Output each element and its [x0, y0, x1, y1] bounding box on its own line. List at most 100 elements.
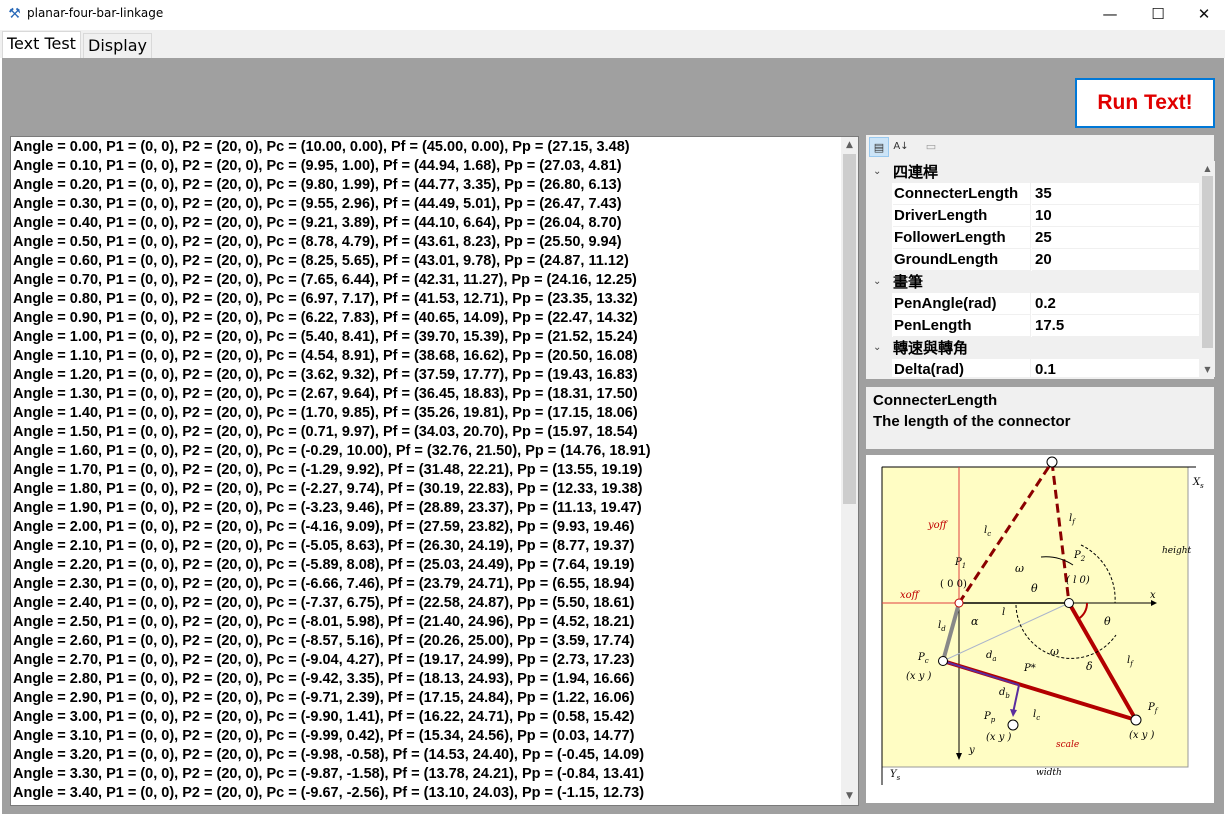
alpha-label: α	[971, 615, 979, 628]
lf-top-label: lf	[1069, 513, 1076, 526]
p2-joint	[1064, 598, 1074, 608]
p1-coords: ( 0 0)	[940, 579, 967, 590]
scroll-thumb[interactable]	[1202, 176, 1213, 348]
p2-label: P2	[1073, 550, 1086, 563]
property-value[interactable]: 35	[1032, 183, 1199, 205]
row-gutter	[867, 315, 892, 337]
property-value[interactable]: 25	[1032, 227, 1199, 249]
linkage-diagram-picture: Xs Ys yoff xoff x y height width scale	[865, 454, 1215, 804]
property-value[interactable]: 10	[1032, 205, 1199, 227]
output-line: Angle = 1.50, P1 = (0, 0), P2 = (20, 0),…	[13, 424, 638, 440]
output-line: Angle = 0.40, P1 = (0, 0), P2 = (20, 0),…	[13, 215, 622, 231]
property-name: ConnecterLength	[893, 183, 1031, 205]
theta-arc-red	[1077, 602, 1089, 620]
alphabetical-sort-icon[interactable]: A↓	[893, 141, 909, 152]
chevron-down-icon[interactable]: ⌄	[873, 342, 882, 353]
close-button[interactable]: ✕	[1197, 5, 1211, 23]
pen-da-line	[942, 660, 1020, 686]
property-row[interactable]: DriverLength 10	[867, 205, 1199, 227]
output-scrollbar[interactable]: ▲ ▼	[841, 137, 858, 805]
chevron-down-icon[interactable]: ⌄	[873, 166, 882, 177]
x-label: x	[1150, 590, 1156, 601]
property-name: FollowerLength	[893, 227, 1031, 249]
output-line: Angle = 0.50, P1 = (0, 0), P2 = (20, 0),…	[13, 234, 622, 250]
property-pages-icon[interactable]: ▭	[925, 140, 937, 153]
chevron-down-icon[interactable]: ⌄	[873, 276, 882, 287]
minimize-button[interactable]: —	[1102, 5, 1118, 23]
pf-joint	[1130, 714, 1142, 726]
category-label: 四連桿	[893, 163, 939, 181]
property-row[interactable]: FollowerLength 25	[867, 227, 1199, 249]
property-name: GroundLength	[893, 249, 1031, 271]
property-grid: ▤ A↓ ▭ ⌄ 四連桿 ConnecterLength 35 DriverLength…	[865, 134, 1215, 380]
omega-label: ω	[1015, 562, 1024, 575]
property-category[interactable]: ⌄ 四連桿	[867, 161, 1199, 183]
lc-bottom-label: lc	[1033, 709, 1040, 722]
property-rows: ⌄ 四連桿 ConnecterLength 35 DriverLength 10 Follo…	[867, 161, 1199, 377]
theta-arc	[1080, 544, 1116, 604]
delta-label: δ	[1086, 660, 1093, 673]
diagonal-line	[942, 602, 1070, 662]
property-row[interactable]: Delta(rad) 0.1	[867, 359, 1199, 377]
property-row[interactable]: PenLength 17.5	[867, 315, 1199, 337]
property-value[interactable]: 0.2	[1032, 293, 1199, 315]
property-value[interactable]: 20	[1032, 249, 1199, 271]
theta-label: θ	[1031, 582, 1038, 595]
pf-coords: (x y )	[1129, 730, 1155, 741]
output-line: Angle = 0.60, P1 = (0, 0), P2 = (20, 0),…	[13, 253, 629, 269]
row-gutter	[867, 205, 892, 227]
scroll-down-arrow-icon[interactable]: ▼	[1204, 365, 1211, 374]
p1-label: P1	[954, 557, 966, 570]
output-line: Angle = 2.50, P1 = (0, 0), P2 = (20, 0),…	[13, 614, 635, 630]
pen-db-line	[1012, 684, 1020, 714]
xs-label: Xs	[1192, 477, 1204, 490]
pstar-label: P*	[1023, 663, 1036, 674]
output-line: Angle = 1.70, P1 = (0, 0), P2 = (20, 0),…	[13, 462, 643, 478]
property-value[interactable]: 0.1	[1032, 359, 1199, 377]
pp-point	[1007, 719, 1019, 731]
property-row[interactable]: GroundLength 20	[867, 249, 1199, 271]
output-line: Angle = 2.60, P1 = (0, 0), P2 = (20, 0),…	[13, 633, 635, 649]
categorized-view-icon[interactable]: ▤	[869, 137, 889, 157]
pc-label: Pc	[917, 652, 929, 665]
run-text-button[interactable]: Run Text!	[1075, 78, 1215, 128]
db-label: db	[999, 687, 1010, 700]
window-title: planar-four-bar-linkage	[27, 6, 164, 20]
width-label: width	[1036, 768, 1062, 778]
top-joint	[1046, 456, 1058, 468]
output-line: Angle = 1.20, P1 = (0, 0), P2 = (20, 0),…	[13, 367, 638, 383]
property-row[interactable]: PenAngle(rad) 0.2	[867, 293, 1199, 315]
output-line: Angle = 2.40, P1 = (0, 0), P2 = (20, 0),…	[13, 595, 635, 611]
scroll-up-arrow-icon[interactable]: ▲	[1204, 164, 1211, 173]
output-line: Angle = 3.00, P1 = (0, 0), P2 = (20, 0),…	[13, 709, 635, 725]
output-line: Angle = 3.10, P1 = (0, 0), P2 = (20, 0),…	[13, 728, 635, 744]
property-category[interactable]: ⌄ 畫筆	[867, 271, 1199, 293]
driver-link	[941, 602, 961, 662]
tab-text-test[interactable]: Text Test	[2, 31, 81, 59]
output-line: Angle = 3.30, P1 = (0, 0), P2 = (20, 0),…	[13, 766, 645, 782]
output-lines: Angle = 0.00, P1 = (0, 0), P2 = (20, 0),…	[13, 138, 651, 803]
pen-arrow	[1010, 709, 1017, 717]
output-line: Angle = 1.60, P1 = (0, 0), P2 = (20, 0),…	[13, 443, 651, 459]
output-line: Angle = 1.80, P1 = (0, 0), P2 = (20, 0),…	[13, 481, 643, 497]
category-label: 轉速與轉角	[893, 339, 969, 357]
output-line: Angle = 0.10, P1 = (0, 0), P2 = (20, 0),…	[13, 158, 622, 174]
property-grid-scrollbar[interactable]: ▲ ▼	[1200, 161, 1215, 377]
row-gutter	[867, 227, 892, 249]
property-row[interactable]: ConnecterLength 35	[867, 183, 1199, 205]
property-category[interactable]: ⌄ 轉速與轉角	[867, 337, 1199, 359]
property-value[interactable]: 17.5	[1032, 315, 1199, 337]
output-textbox[interactable]: Angle = 0.00, P1 = (0, 0), P2 = (20, 0),…	[10, 136, 859, 806]
description-text: The length of the connector	[873, 413, 1071, 430]
theta2-label: θ	[1104, 615, 1111, 628]
y-label: y	[968, 745, 975, 756]
output-line: Angle = 0.30, P1 = (0, 0), P2 = (20, 0),…	[13, 196, 622, 212]
row-gutter	[867, 249, 892, 271]
scroll-thumb[interactable]	[843, 154, 856, 504]
canvas-background	[881, 466, 1189, 768]
scroll-up-arrow-icon[interactable]: ▲	[846, 140, 853, 150]
property-name: DriverLength	[893, 205, 1031, 227]
tab-display[interactable]: Display	[83, 33, 152, 58]
maximize-button[interactable]: ☐	[1151, 5, 1165, 23]
scroll-down-arrow-icon[interactable]: ▼	[846, 791, 853, 801]
